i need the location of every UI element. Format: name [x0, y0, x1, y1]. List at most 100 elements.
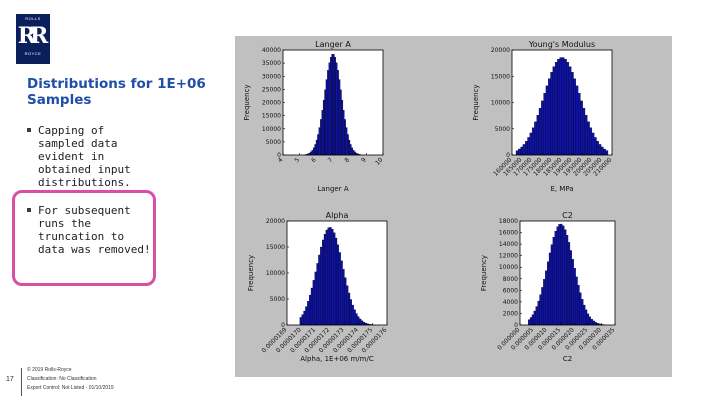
histogram-bar	[557, 58, 560, 156]
histogram-bar	[550, 72, 553, 156]
histogram-bar	[560, 223, 563, 326]
bullet-item: For subsequent runs the truncation to da…	[27, 204, 155, 256]
chart-panel: 050001000015000200000.00001690.00001700.…	[247, 211, 389, 363]
page-number: 17	[6, 376, 14, 383]
y-tick-label: 40000	[262, 47, 281, 54]
histogram-bar	[588, 316, 591, 326]
histogram-bar	[325, 229, 328, 326]
y-tick-label: 20000	[266, 218, 285, 225]
histogram-bar	[603, 148, 606, 156]
x-axis-label: E, MPa	[550, 185, 573, 193]
histogram-bar	[341, 99, 344, 156]
chart-panel: 0 2000 4000 6000 8000 10000 12000 14000 16000 180…	[480, 211, 617, 363]
histogram-bar	[331, 228, 334, 326]
histogram-bar	[569, 250, 572, 326]
histogram-bar	[338, 79, 341, 156]
histogram-bar	[587, 121, 590, 156]
y-axis-label: Frequency	[243, 84, 251, 120]
histogram-bar	[554, 230, 557, 326]
chart-panel: 0500010000150002000016000016500017000017…	[472, 40, 614, 193]
histogram-bar	[316, 263, 319, 326]
histogram-bar	[589, 127, 593, 156]
histogram-bar	[538, 108, 542, 156]
histogram-bar	[577, 284, 580, 326]
histogram-bar	[342, 110, 345, 156]
histogram-bar	[337, 70, 339, 156]
histogram-bar	[550, 244, 553, 326]
histogram-bar	[596, 141, 599, 156]
y-tick-label: 10000	[499, 264, 518, 271]
histogram-bar	[301, 314, 304, 326]
histogram-bar	[334, 57, 336, 156]
histogram-bar	[546, 261, 550, 326]
histogram-bar	[347, 134, 349, 156]
x-axis-label: Alpha, 1E+06 m/m/C	[300, 355, 374, 363]
histogram-bar	[534, 121, 537, 156]
y-axis-label: Frequency	[247, 255, 255, 291]
histogram-bar	[531, 127, 535, 156]
histogram-bar	[554, 62, 558, 156]
y-tick-label: 0	[281, 322, 285, 329]
y-axis-label: Frequency	[480, 255, 488, 291]
histogram-bar	[575, 85, 579, 156]
y-tick-label: 10000	[491, 100, 510, 107]
histogram-bar	[360, 320, 364, 326]
slide-title: Distributions for 1E+06 Samples	[27, 76, 206, 108]
histogram-bar	[315, 139, 318, 156]
histogram-bar	[336, 244, 340, 326]
x-axis-label: C2	[563, 355, 572, 363]
histogram-bar	[342, 269, 345, 326]
histogram-bar	[541, 287, 544, 326]
histogram-bar	[330, 57, 332, 156]
histogram-bar	[321, 110, 324, 156]
histogram-bar	[354, 151, 356, 156]
histogram-bar	[559, 57, 563, 156]
histogram-bar	[348, 139, 351, 156]
histogram-bar	[537, 300, 540, 326]
histogram-bar	[335, 62, 338, 156]
histogram-bar	[558, 224, 561, 326]
bullet-item: Capping of sampled data evident in obtai…	[27, 124, 155, 189]
histogram-bar	[515, 150, 519, 156]
x-axis-label: Langer A	[317, 185, 348, 193]
histogram-bar	[582, 108, 586, 156]
y-tick-label: 6000	[503, 287, 518, 294]
histogram-bar	[328, 62, 331, 156]
histogram-bar	[346, 285, 349, 326]
histogram-bar	[332, 54, 335, 156]
histogram-bar	[594, 322, 597, 326]
histogram-bar	[329, 227, 332, 326]
chart-title: C2	[562, 211, 573, 220]
histogram-bar	[591, 132, 595, 156]
histogram-bar	[564, 58, 567, 156]
histogram-bar	[594, 137, 597, 156]
histogram-bar	[314, 271, 317, 326]
y-tick-label: 12000	[499, 253, 518, 260]
histogram-bar	[351, 304, 354, 326]
chart-panel: 0 5000 10000 15000 20000 25000 30000 35000 40000…	[243, 40, 385, 193]
histogram-bar	[552, 237, 555, 326]
x-tick-label: 10	[374, 156, 384, 166]
y-tick-label: 10000	[266, 270, 285, 277]
histogram-bar	[353, 309, 356, 326]
bullet-text: For subsequent runs the truncation to da…	[38, 204, 151, 256]
histogram-bar	[334, 237, 338, 326]
y-tick-label: 0	[277, 152, 281, 159]
histogram-bar	[308, 294, 312, 326]
histogram-bar	[543, 279, 546, 326]
histogram-bar	[323, 234, 327, 326]
rolls-royce-logo: ROLLS RR ROYCE	[16, 14, 50, 64]
histogram-bar	[562, 225, 565, 326]
histogram-bar	[580, 100, 583, 156]
histogram-bar	[351, 147, 353, 156]
histogram-bar	[535, 306, 538, 326]
histogram-bar	[324, 89, 327, 156]
footer-export-control: Export Control: Not Listed - 01/10/2019	[27, 385, 114, 391]
histogram-bar	[312, 280, 315, 326]
y-tick-label: 0	[514, 322, 518, 329]
histogram-bar	[566, 62, 570, 156]
histogram-bar	[567, 242, 571, 326]
histogram-bar	[527, 319, 531, 326]
bullet-text: Capping of sampled data evident in obtai…	[38, 124, 131, 189]
x-tick-label: 6	[310, 156, 318, 164]
